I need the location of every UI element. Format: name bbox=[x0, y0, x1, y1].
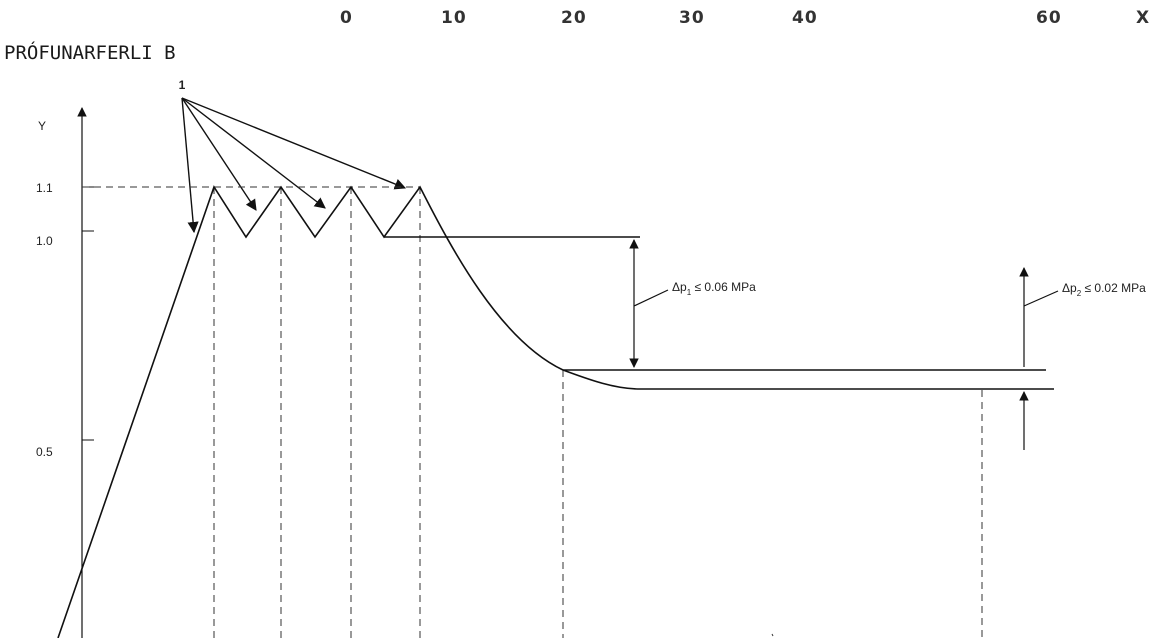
dp2-leader bbox=[1023, 290, 1059, 307]
dashed-guides bbox=[82, 186, 983, 638]
dp1-leader bbox=[633, 289, 669, 307]
callout-label: 1 bbox=[179, 78, 186, 92]
dp1-dimension bbox=[629, 239, 669, 368]
callout-arrow-2 bbox=[181, 97, 257, 211]
y-tick-0-5: 0.5 bbox=[36, 445, 53, 459]
y-axis-label: Y bbox=[38, 119, 46, 133]
y-tick-1-0: 1.0 bbox=[36, 234, 53, 248]
dp1-label: Δp1 ≤ 0.06 MPa bbox=[672, 280, 756, 297]
dp2-label: Δp2 ≤ 0.02 MPa bbox=[1062, 281, 1146, 298]
x-tick-20: 20 bbox=[561, 8, 587, 28]
pressure-curve bbox=[57, 185, 1046, 638]
dp2-dimension bbox=[1019, 267, 1059, 450]
callout-arrows bbox=[181, 97, 407, 234]
x-tick-40: 40 bbox=[792, 8, 818, 28]
callout-arrow-4 bbox=[181, 97, 407, 190]
x-axis-ticks: 0 10 20 30 40 60 X bbox=[340, 8, 1150, 28]
x-tick-10: 10 bbox=[441, 8, 467, 28]
x-tick-60: 60 bbox=[1036, 8, 1062, 28]
x-axis-label: X bbox=[1136, 8, 1150, 28]
y-tick-1-1: 1.1 bbox=[36, 181, 53, 195]
x-tick-0: 0 bbox=[340, 8, 353, 28]
y-axis: Y 1.1 1.0 0.5 bbox=[36, 107, 94, 638]
stray-mark bbox=[771, 633, 774, 637]
x-tick-30: 30 bbox=[679, 8, 705, 28]
callout-arrow-3 bbox=[181, 97, 326, 209]
callout-arrow-1 bbox=[181, 97, 199, 234]
lower-level-curve bbox=[562, 369, 1054, 390]
diagram-title: PRÓFUNARFERLI B bbox=[4, 40, 176, 64]
